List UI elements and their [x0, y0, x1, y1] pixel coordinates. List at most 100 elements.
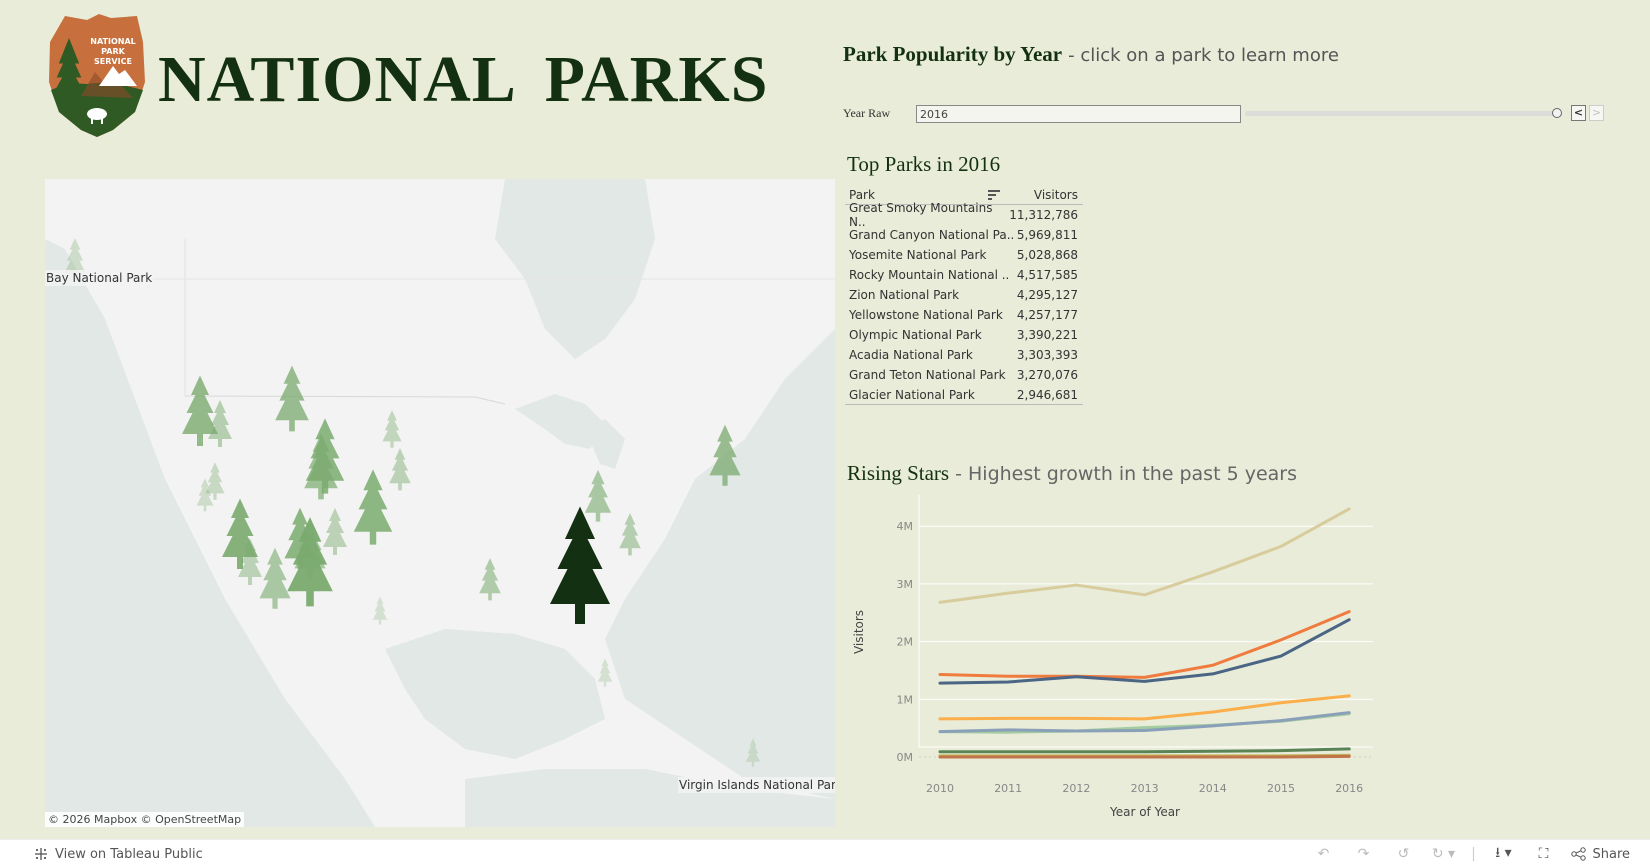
y-tick-label: 1M: [897, 693, 914, 706]
park-name: Zion National Park: [849, 288, 960, 302]
x-axis-ticks: 2010 2011 2012 2013 2014 2015 2016: [926, 782, 1363, 795]
map-label-virgin-islands[interactable]: Virgin Islands National Park: [678, 777, 835, 793]
share-icon: [1571, 847, 1587, 861]
table-row[interactable]: Olympic National Park 3,390,221: [845, 325, 1083, 345]
park-visitors: 3,303,393: [1016, 348, 1078, 362]
table-row[interactable]: Great Smoky Mountains N.. 11,312,786: [845, 201, 1083, 229]
park-visitors: 5,969,811: [1016, 228, 1078, 242]
park-visitors: 3,390,221: [1016, 328, 1078, 342]
chevron-left-icon: <: [1573, 106, 1584, 119]
map-basemap: [45, 179, 835, 827]
y-tick-label: 0M: [897, 751, 914, 764]
year-slider-track[interactable]: [1245, 111, 1553, 116]
top-parks-title: Top Parks in 2016: [847, 152, 1001, 176]
park-name: Grand Canyon National Pa..: [849, 228, 1015, 242]
x-tick-label: 2014: [1199, 782, 1227, 795]
revert-icon[interactable]: ↺: [1397, 846, 1410, 862]
chevron-right-icon: >: [1591, 106, 1602, 119]
popularity-title-text: Park Popularity by Year: [843, 42, 1063, 66]
x-tick-label: 2013: [1131, 782, 1159, 795]
year-filter-input[interactable]: [916, 105, 1241, 123]
tableau-logo-icon: [35, 848, 47, 860]
logo-line2: PARK: [101, 47, 125, 56]
y-axis-ticks: 0M 1M 2M 3M 4M: [897, 520, 914, 764]
table-row[interactable]: Grand Canyon National Pa.. 5,969,811: [845, 225, 1083, 245]
column-header-visitors[interactable]: Visitors: [1033, 188, 1078, 202]
park-visitors: 4,295,127: [1016, 288, 1078, 302]
table-row[interactable]: Zion National Park 4,295,127: [845, 285, 1083, 305]
park-visitors: 2,946,681: [1016, 387, 1078, 402]
share-label: Share: [1592, 846, 1630, 862]
top-parks-table: Park Visitors Great Smoky Mountains N.. 1…: [845, 186, 1083, 405]
map-attribution[interactable]: © 2026 Mapbox © OpenStreetMap: [45, 812, 245, 827]
series-red-brown[interactable]: [938, 754, 1351, 759]
tableau-toolbar: View on Tableau Public ↶ ↷ ↺ ↻ ▾ | ⭳ ▾ ⛶…: [0, 839, 1650, 867]
park-map[interactable]: Bay National Park Virgin Islands Nationa…: [45, 179, 835, 827]
fullscreen-icon[interactable]: ⛶: [1538, 846, 1549, 862]
park-name: Rocky Mountain National ..: [849, 268, 1010, 282]
undo-icon[interactable]: ↶: [1317, 846, 1330, 862]
map-label-bay[interactable]: Bay National Park: [45, 270, 154, 286]
series-dark-green[interactable]: [938, 747, 1351, 754]
table-header: Park Visitors: [845, 186, 1083, 205]
park-name: Yosemite National Park: [849, 248, 987, 262]
series-light-orange[interactable]: [938, 694, 1351, 721]
nps-logo: NATIONAL PARK SERVICE: [47, 12, 147, 138]
page-title: NATIONAL PARKS: [158, 43, 769, 116]
series-orange[interactable]: [938, 610, 1351, 679]
y-axis-label: Visitors: [852, 610, 866, 654]
sort-icon[interactable]: [987, 190, 1000, 200]
chart-lines[interactable]: [938, 507, 1351, 759]
popularity-title: Park Popularity by Year - click on a park…: [843, 42, 1339, 67]
table-row[interactable]: Acadia National Park 3,303,393: [845, 345, 1083, 365]
park-visitors: 4,257,177: [1016, 308, 1078, 322]
park-markers: [64, 238, 761, 767]
year-slider-thumb[interactable]: [1552, 108, 1562, 118]
series-dark-blue[interactable]: [938, 618, 1351, 685]
park-name: Grand Teton National Park: [849, 368, 1006, 382]
park-name: Olympic National Park: [849, 328, 982, 342]
redo-icon[interactable]: ↷: [1357, 846, 1370, 862]
series-steel-blue[interactable]: [938, 711, 1351, 734]
column-header-park[interactable]: Park: [849, 188, 875, 202]
refresh-icon[interactable]: ↻ ▾: [1431, 846, 1456, 862]
park-visitors: 4,517,585: [1016, 268, 1078, 282]
park-name: Great Smoky Mountains N..: [849, 201, 993, 229]
toolbar-divider: |: [1471, 846, 1476, 862]
highlighted-park-marker: [550, 506, 610, 624]
table-row[interactable]: Rocky Mountain National .. 4,517,585: [845, 265, 1083, 285]
x-tick-label: 2015: [1267, 782, 1295, 795]
park-visitors: 11,312,786: [1009, 208, 1078, 222]
park-name: Glacier National Park: [849, 387, 975, 402]
y-tick-label: 3M: [897, 578, 914, 591]
year-next-button[interactable]: >: [1589, 105, 1604, 121]
park-visitors: 5,028,868: [1016, 248, 1078, 262]
year-prev-button[interactable]: <: [1571, 105, 1586, 121]
y-tick-label: 2M: [897, 636, 914, 649]
logo-line3: SERVICE: [94, 57, 132, 66]
x-tick-label: 2010: [926, 782, 954, 795]
x-tick-label: 2016: [1335, 782, 1363, 795]
rising-stars-title: Rising Stars - Highest growth in the past…: [847, 461, 1297, 486]
view-on-tableau-label: View on Tableau Public: [55, 846, 203, 862]
download-icon[interactable]: ⭳ ▾: [1495, 845, 1512, 861]
park-name: Yellowstone National Park: [849, 308, 1003, 322]
share-button[interactable]: Share: [1571, 847, 1630, 862]
toolbar-actions: ↶ ↷ ↺ ↻ ▾ | ⭳ ▾ ⛶ Share: [1303, 845, 1630, 863]
x-tick-label: 2011: [994, 782, 1022, 795]
x-axis-label: Year of Year: [1109, 805, 1180, 819]
park-visitors: 3,270,076: [1016, 368, 1078, 382]
popularity-subtitle: - click on a park to learn more: [1068, 45, 1339, 66]
park-name: Acadia National Park: [849, 348, 973, 362]
year-filter-label: Year Raw: [843, 106, 891, 120]
rising-stars-title-text: Rising Stars: [847, 461, 950, 485]
table-row[interactable]: Grand Teton National Park 3,270,076: [845, 365, 1083, 385]
table-row[interactable]: Glacier National Park 2,946,681: [845, 385, 1083, 405]
table-row[interactable]: Yosemite National Park 5,028,868: [845, 245, 1083, 265]
view-on-tableau-link[interactable]: View on Tableau Public: [33, 846, 203, 862]
rising-stars-subtitle: - Highest growth in the past 5 years: [955, 463, 1297, 485]
series-tan[interactable]: [938, 507, 1351, 604]
y-tick-label: 4M: [897, 520, 914, 533]
table-row[interactable]: Yellowstone National Park 4,257,177: [845, 305, 1083, 325]
